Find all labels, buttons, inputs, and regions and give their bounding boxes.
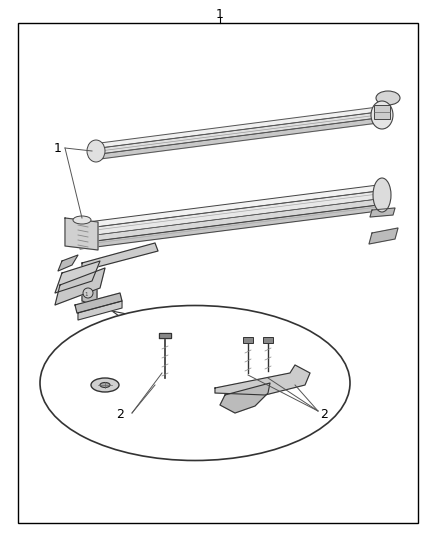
Ellipse shape — [87, 140, 105, 162]
Ellipse shape — [376, 91, 400, 105]
Polygon shape — [80, 205, 378, 249]
Text: 1: 1 — [54, 141, 62, 155]
Text: 1: 1 — [84, 292, 88, 296]
Polygon shape — [55, 268, 105, 305]
Polygon shape — [78, 301, 122, 320]
Bar — [243, 337, 253, 343]
Polygon shape — [159, 333, 171, 338]
Polygon shape — [82, 271, 97, 305]
Polygon shape — [100, 107, 378, 148]
Polygon shape — [100, 118, 378, 159]
Polygon shape — [80, 185, 378, 229]
Polygon shape — [75, 293, 122, 313]
Ellipse shape — [373, 178, 391, 212]
Ellipse shape — [40, 305, 350, 461]
Ellipse shape — [91, 378, 119, 392]
Polygon shape — [220, 383, 270, 413]
Ellipse shape — [100, 383, 110, 387]
Polygon shape — [215, 365, 310, 395]
Ellipse shape — [371, 101, 393, 129]
Bar — [263, 337, 273, 343]
Polygon shape — [80, 191, 378, 237]
Polygon shape — [55, 261, 100, 293]
Text: 2: 2 — [320, 408, 328, 422]
Polygon shape — [58, 255, 78, 271]
Ellipse shape — [73, 216, 91, 224]
Polygon shape — [65, 218, 98, 250]
Polygon shape — [370, 208, 395, 217]
Polygon shape — [100, 112, 378, 154]
Circle shape — [83, 288, 93, 298]
Polygon shape — [369, 228, 398, 244]
Bar — [374, 105, 390, 119]
Text: 1: 1 — [216, 8, 224, 21]
Polygon shape — [82, 243, 158, 271]
Polygon shape — [80, 199, 378, 243]
Text: 2: 2 — [116, 408, 124, 422]
